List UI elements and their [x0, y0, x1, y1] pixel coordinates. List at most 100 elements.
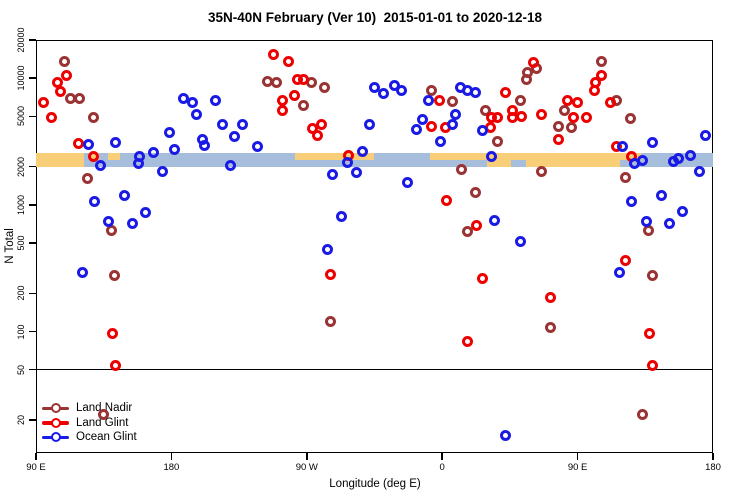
data-point-ocean-glint — [110, 137, 122, 149]
data-point-land-glint — [433, 95, 445, 107]
ocean-glint-marker-icon — [42, 432, 69, 443]
data-point-ocean-glint — [626, 195, 638, 207]
data-point-ocean-glint — [350, 167, 362, 179]
data-point-ocean-glint — [164, 127, 176, 139]
data-point-land-glint — [552, 134, 564, 146]
data-point-ocean-glint — [89, 195, 101, 207]
legend-label: Land Nadir — [76, 402, 133, 415]
data-point-ocean-glint — [326, 169, 338, 181]
x-tick — [35, 453, 37, 460]
data-point-ocean-glint — [423, 94, 435, 106]
y-tick-label: 10000 — [16, 65, 26, 91]
data-point-ocean-glint — [102, 216, 114, 228]
x-tick-label: 180 — [705, 462, 721, 473]
data-point-ocean-glint — [335, 210, 347, 222]
y-tick — [29, 204, 36, 206]
data-point-land-glint — [277, 104, 289, 116]
data-point-ocean-glint — [450, 109, 462, 121]
data-point-land-nadir — [492, 135, 504, 147]
data-point-ocean-glint — [83, 139, 95, 151]
data-point-land-nadir — [426, 85, 438, 97]
data-point-ocean-glint — [119, 190, 131, 202]
data-point-land-glint — [528, 56, 540, 68]
data-point-ocean-glint — [417, 114, 429, 126]
data-point-land-nadir — [298, 100, 310, 112]
y-tick — [29, 242, 36, 244]
x-tick-label: 0 — [439, 462, 445, 473]
data-point-land-glint — [581, 112, 593, 124]
data-point-ocean-glint — [229, 130, 241, 142]
data-point-land-glint — [311, 129, 323, 141]
data-point-land-nadir — [87, 112, 99, 124]
data-point-land-nadir — [447, 96, 459, 108]
data-point-land-nadir — [271, 77, 283, 89]
y-tick-label: 2000 — [16, 156, 26, 177]
data-point-ocean-glint — [224, 160, 236, 172]
data-point-land-nadir — [636, 409, 648, 421]
y-tick-label: 5000 — [16, 106, 26, 127]
x-tick-label: 90 W — [295, 462, 318, 473]
data-point-land-glint — [298, 74, 310, 86]
data-point-ocean-glint — [677, 205, 689, 217]
data-point-ocean-glint — [614, 267, 626, 279]
reference-line — [36, 368, 713, 371]
data-point-ocean-glint — [198, 139, 210, 151]
data-point-land-glint — [596, 70, 608, 82]
data-point-land-glint — [60, 70, 72, 82]
data-point-ocean-glint — [647, 137, 659, 149]
data-point-ocean-glint — [435, 135, 447, 147]
band-segment — [511, 160, 527, 167]
data-point-land-glint — [644, 327, 656, 339]
y-tick — [29, 292, 36, 295]
data-point-land-glint — [283, 55, 295, 67]
data-point-ocean-glint — [156, 166, 168, 178]
data-point-land-glint — [516, 110, 528, 122]
data-point-land-nadir — [469, 186, 481, 198]
x-tick — [712, 453, 714, 460]
data-point-land-glint — [426, 120, 438, 132]
data-point-ocean-glint — [217, 119, 229, 131]
x-tick-label: 90 E — [567, 462, 588, 473]
data-point-land-nadir — [642, 225, 654, 237]
y-tick — [29, 39, 36, 41]
data-point-ocean-glint — [693, 166, 705, 178]
legend-label: Land Glint — [76, 416, 129, 429]
data-point-land-nadir — [596, 55, 608, 67]
band-segment — [36, 153, 85, 167]
data-point-land-nadir — [81, 173, 93, 185]
data-point-ocean-glint — [341, 157, 353, 169]
data-point-land-glint — [87, 151, 99, 163]
data-point-land-nadir — [514, 95, 526, 107]
data-point-ocean-glint — [668, 156, 680, 168]
data-point-ocean-glint — [147, 146, 159, 158]
land-glint-marker-icon — [42, 417, 69, 428]
legend-entry-ocean-glint: Ocean Glint — [42, 430, 137, 445]
data-point-land-nadir — [552, 120, 564, 132]
data-point-ocean-glint — [402, 177, 414, 189]
data-point-ocean-glint — [617, 140, 629, 152]
band-segment — [294, 153, 375, 160]
data-point-land-nadir — [59, 55, 71, 67]
data-point-land-nadir — [535, 166, 547, 178]
data-point-ocean-glint — [236, 119, 248, 131]
data-point-ocean-glint — [499, 430, 511, 442]
x-tick — [576, 453, 579, 460]
y-tick — [29, 419, 36, 421]
x-tick-label: 90 E — [26, 462, 46, 473]
data-point-land-glint — [647, 359, 659, 371]
data-point-land-glint — [462, 336, 474, 348]
data-point-ocean-glint — [641, 216, 653, 228]
legend-entry-land-nadir: Land Nadir — [42, 401, 137, 416]
data-point-land-glint — [499, 87, 511, 99]
data-point-ocean-glint — [126, 218, 138, 230]
y-tick — [29, 368, 36, 371]
data-point-ocean-glint — [186, 97, 198, 109]
data-point-land-glint — [268, 48, 280, 60]
data-point-land-glint — [277, 94, 289, 106]
data-point-ocean-glint — [663, 218, 675, 230]
data-point-land-glint — [471, 220, 483, 232]
data-point-land-glint — [441, 194, 453, 206]
data-point-land-nadir — [325, 316, 337, 328]
plot-area — [36, 40, 713, 453]
y-axis-label: N Total — [4, 228, 16, 264]
